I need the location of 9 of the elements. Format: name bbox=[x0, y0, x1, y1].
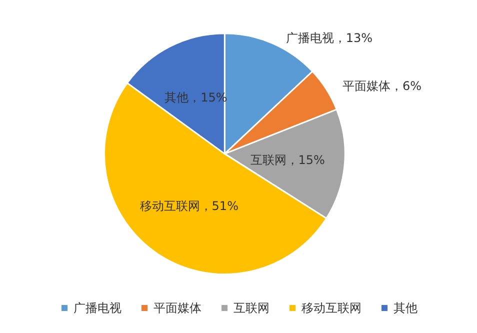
data-label: 移动互联网，51% bbox=[140, 199, 238, 214]
legend-label: 互联网 bbox=[234, 301, 270, 315]
data-label: 互联网，15% bbox=[250, 152, 325, 167]
data-label: 平面媒体，6% bbox=[342, 79, 422, 94]
legend-label: 广播电视 bbox=[74, 301, 122, 315]
data-label: 广播电视，13% bbox=[286, 30, 373, 45]
legend-label: 移动互联网 bbox=[302, 301, 362, 315]
legend-label: 其他 bbox=[394, 301, 418, 315]
legend-label: 平面媒体 bbox=[154, 301, 202, 315]
